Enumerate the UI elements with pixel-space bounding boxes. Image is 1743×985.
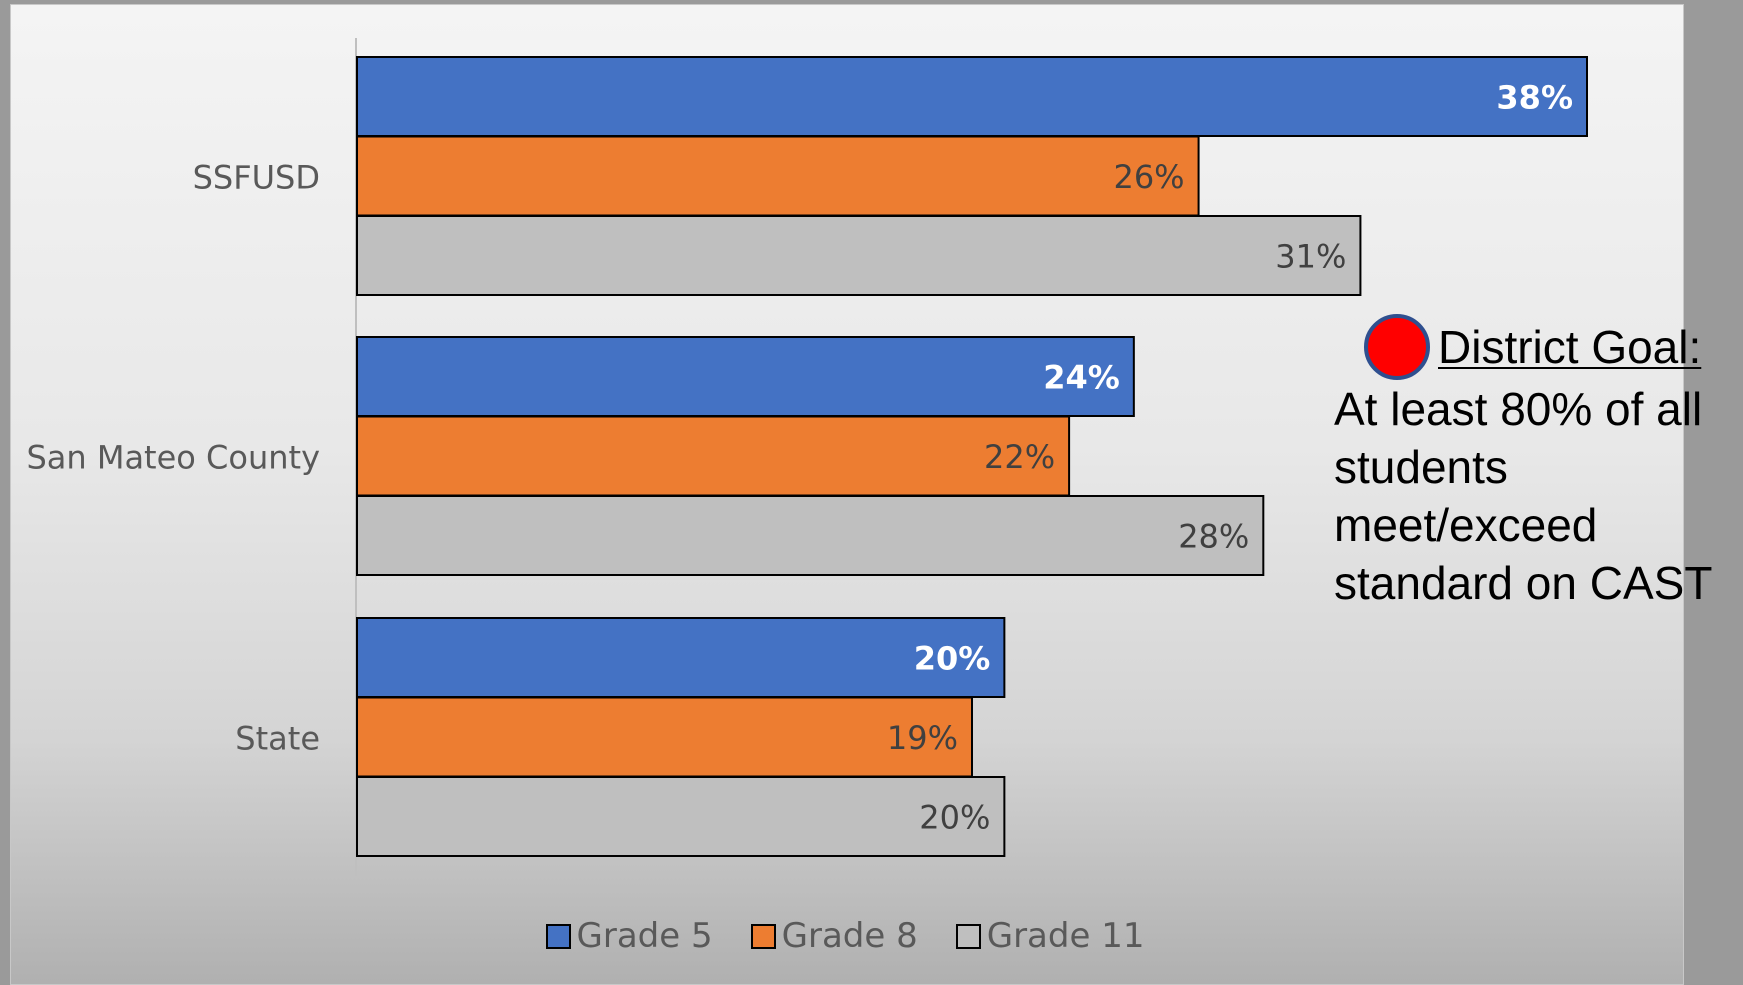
bar [356,215,1362,296]
data-label: 20% [914,640,991,678]
bars-layer [356,56,1588,857]
bar [356,776,1006,857]
legend-label: Grade 11 [986,916,1145,956]
legend-swatch-grade-11 [955,923,981,949]
data-label: 22% [984,438,1055,476]
bar [356,56,1588,137]
goal-title: District Goal: [1438,321,1702,373]
category-label: SSFUSD [193,158,320,196]
legend-swatch-grade-5 [545,923,571,949]
legend-label: Grade 5 [576,916,713,956]
bar [356,495,1265,576]
goal-header: District Goal: [1364,314,1734,380]
data-label: 19% [887,719,958,757]
legend-item-grade-11: Grade 11 [955,916,1145,956]
category-labels: SSFUSD San Mateo County State [26,158,320,757]
goal-line: standard on CAST [1334,557,1713,609]
category-label: State [235,719,320,757]
category-label: San Mateo County [26,438,320,476]
legend-label: Grade 8 [781,916,918,956]
data-label: 28% [1178,518,1249,556]
district-goal-annotation: District Goal: At least 80% of all stude… [1334,314,1734,612]
goal-line: At least 80% of all [1334,383,1703,435]
bar [356,696,973,778]
goal-line: meet/exceed [1334,499,1598,551]
data-label: 38% [1496,79,1573,117]
data-label: 26% [1113,158,1184,196]
bar [356,617,1006,698]
data-label: 31% [1275,238,1346,276]
legend-swatch-grade-8 [750,923,776,949]
data-label: 24% [1043,359,1120,397]
legend-item-grade-5: Grade 5 [545,916,713,956]
labels-layer: 38% 26% 31% 24% 22% 28% 20% 19% 20% [887,79,1573,837]
bar [356,336,1135,417]
data-label: 20% [919,799,990,837]
bar [356,415,1071,497]
bar [356,135,1200,217]
goal-line: students [1334,441,1508,493]
legend-item-grade-8: Grade 8 [750,916,918,956]
red-dot-icon [1364,314,1430,380]
legend: Grade 5 Grade 8 Grade 11 [0,916,1690,956]
